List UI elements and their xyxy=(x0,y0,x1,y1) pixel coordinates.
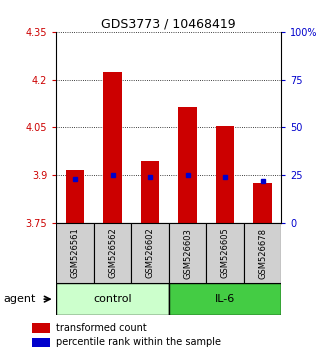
Bar xyxy=(244,223,281,283)
Text: transformed count: transformed count xyxy=(56,323,147,333)
Text: control: control xyxy=(93,294,132,304)
Text: percentile rank within the sample: percentile rank within the sample xyxy=(56,337,221,348)
Bar xyxy=(206,223,244,283)
Bar xyxy=(253,183,272,223)
Bar xyxy=(141,161,160,223)
Text: GSM526562: GSM526562 xyxy=(108,228,117,279)
Bar xyxy=(32,338,50,347)
Title: GDS3773 / 10468419: GDS3773 / 10468419 xyxy=(102,18,236,31)
Bar xyxy=(178,107,197,223)
Text: agent: agent xyxy=(3,294,36,304)
Bar xyxy=(169,223,206,283)
Text: GSM526603: GSM526603 xyxy=(183,228,192,279)
Text: GSM526605: GSM526605 xyxy=(220,228,230,279)
Text: GSM526561: GSM526561 xyxy=(71,228,79,279)
Text: GSM526678: GSM526678 xyxy=(258,228,267,279)
Bar xyxy=(169,283,281,315)
Bar xyxy=(131,223,169,283)
Bar xyxy=(216,126,234,223)
Bar xyxy=(56,223,94,283)
Bar xyxy=(56,283,169,315)
Bar xyxy=(66,170,84,223)
Bar xyxy=(94,223,131,283)
Text: IL-6: IL-6 xyxy=(215,294,235,304)
Bar xyxy=(32,324,50,333)
Text: GSM526602: GSM526602 xyxy=(146,228,155,279)
Bar xyxy=(103,72,122,223)
